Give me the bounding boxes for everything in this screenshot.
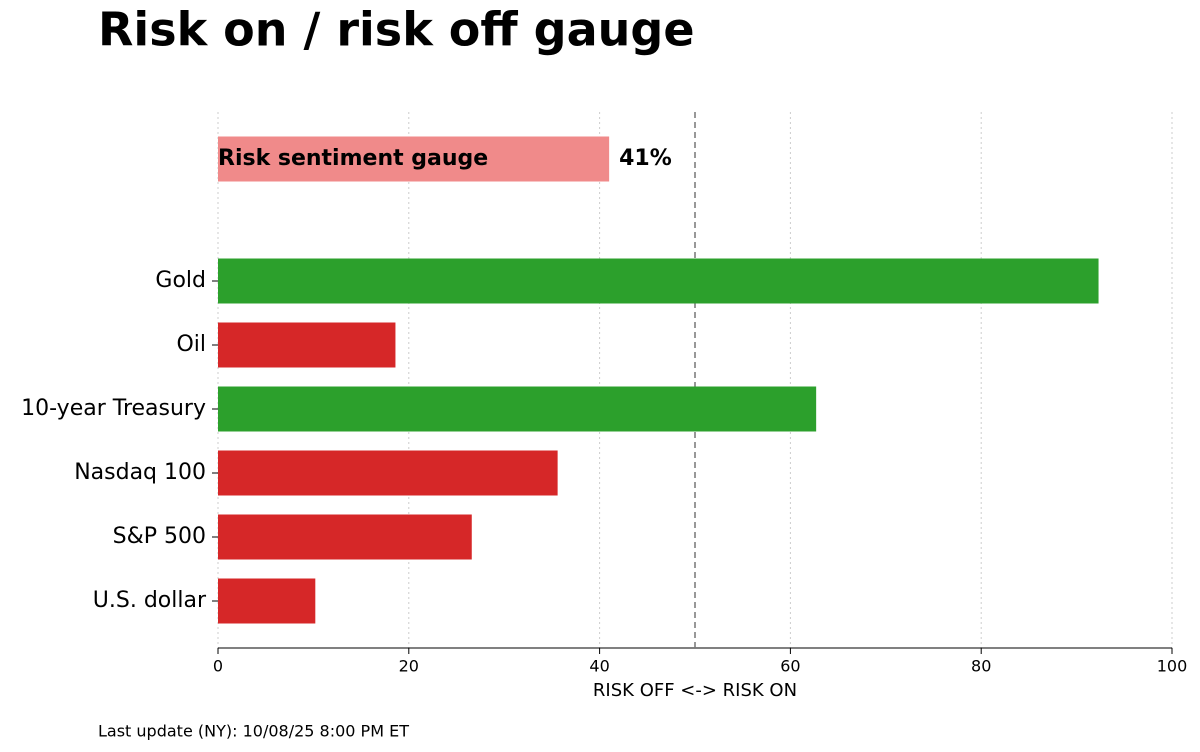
x-axis-label: RISK OFF <-> RISK ON [593,680,797,701]
gauge-label: Risk sentiment gauge [218,146,488,171]
bar [218,386,817,432]
bar [218,322,396,368]
bar [218,514,472,560]
x-tick-label: 80 [971,657,991,676]
bar [218,136,610,182]
chart-title: Risk on / risk off gauge [98,3,695,57]
x-tick-label: 20 [399,657,419,676]
y-tick-label: S&P 500 [113,524,206,549]
y-tick-label: Gold [155,268,206,293]
bar [218,450,558,496]
gauge-value-label: 41% [619,146,672,171]
x-tick-label: 100 [1157,657,1188,676]
footnote: Last update (NY): 10/08/25 8:00 PM ET [98,722,409,741]
bar [218,578,316,624]
x-tick-label: 0 [213,657,223,676]
bar [218,258,1099,304]
x-tick-label: 60 [780,657,800,676]
y-tick-label: Oil [176,332,206,357]
x-tick-label: 40 [589,657,609,676]
y-tick-label: U.S. dollar [93,588,207,613]
y-tick-label: 10-year Treasury [21,396,206,421]
y-tick-label: Nasdaq 100 [74,460,206,485]
